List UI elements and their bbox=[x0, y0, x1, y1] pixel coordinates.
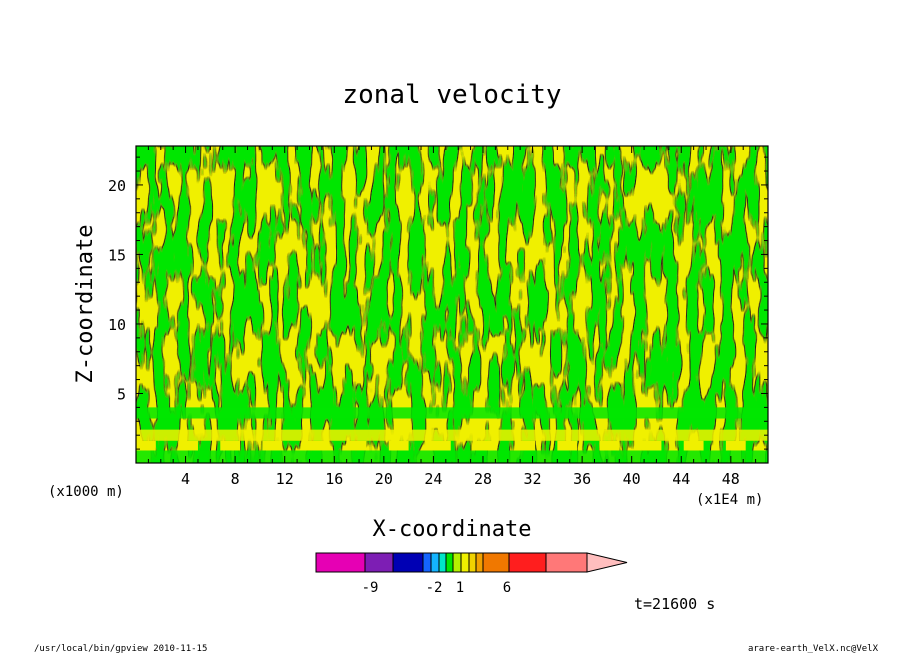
x-tick-label: 12 bbox=[276, 470, 294, 488]
surface-cell bbox=[768, 441, 788, 451]
surface-cell bbox=[641, 440, 662, 451]
surface-cell bbox=[346, 440, 367, 451]
surface-cell bbox=[304, 440, 325, 451]
colorbar-label: -2 bbox=[426, 580, 443, 596]
colorbar-label: -9 bbox=[362, 580, 379, 596]
x-tick-label: 40 bbox=[623, 470, 641, 488]
x-tick-label: 48 bbox=[722, 470, 740, 488]
colorbar-segment bbox=[508, 552, 547, 573]
surface-cell bbox=[599, 440, 620, 451]
surface-cell bbox=[725, 440, 746, 451]
surface-cell bbox=[220, 440, 241, 451]
surface-cell bbox=[262, 440, 283, 451]
chart-title: zonal velocity bbox=[342, 80, 561, 110]
surface-cell bbox=[430, 440, 451, 451]
x-tick-label: 32 bbox=[524, 470, 542, 488]
x-tick-label: 44 bbox=[672, 470, 690, 488]
surface-cell bbox=[136, 440, 156, 451]
x-unit-left: (x1000 m) bbox=[48, 484, 124, 500]
surface-cell bbox=[473, 440, 493, 451]
colorbar-segment bbox=[545, 552, 588, 573]
surface-band bbox=[136, 450, 768, 463]
y-tick-label: 10 bbox=[108, 316, 126, 334]
colorbar-segment bbox=[315, 552, 366, 573]
colorbar-segment bbox=[445, 552, 454, 573]
colorbar-segment bbox=[422, 552, 432, 573]
colorbar-label: 6 bbox=[503, 580, 511, 596]
near-surface-bands bbox=[136, 407, 788, 463]
plot-frame bbox=[135, 145, 769, 464]
colorbar-label: 1 bbox=[456, 580, 464, 596]
x-axis-label: X-coordinate bbox=[373, 517, 532, 542]
footer-left: /usr/local/bin/gpview 2010-11-15 bbox=[34, 644, 207, 654]
surface-cell bbox=[515, 440, 536, 451]
colorbar-segment bbox=[452, 552, 462, 573]
x-tick-label: 16 bbox=[325, 470, 343, 488]
colorbar-segment bbox=[430, 552, 440, 573]
colorbar-segment bbox=[438, 552, 447, 573]
colorbar-arrow bbox=[586, 552, 628, 573]
surface-band bbox=[136, 407, 768, 419]
x-tick-label: 28 bbox=[474, 470, 492, 488]
x-tick-label: 24 bbox=[424, 470, 442, 488]
x-axis-ticks: 4 8 12 16 20 24 28 32 36 40 44 48 bbox=[147, 146, 757, 488]
footer-right: arare-earth_VelX.nc@VelX bbox=[748, 644, 879, 654]
colorbar-segment bbox=[475, 552, 484, 573]
x-unit-right: (x1E4 m) bbox=[696, 492, 763, 508]
x-tick-label: 20 bbox=[375, 470, 393, 488]
time-label: t=21600 s bbox=[634, 595, 715, 613]
colorbar-segment bbox=[468, 552, 477, 573]
surface-cell bbox=[557, 440, 578, 451]
colorbar bbox=[315, 552, 628, 573]
colorbar-segment bbox=[460, 552, 470, 573]
y-axis-label: Z-coordinate bbox=[73, 225, 98, 384]
x-tick-label: 36 bbox=[573, 470, 591, 488]
y-axis-ticks: 5 10 15 20 bbox=[108, 156, 768, 450]
x-tick-label: 4 bbox=[181, 470, 190, 488]
surface-band bbox=[136, 429, 768, 441]
colorbar-labels: -9 -2 1 6 bbox=[362, 580, 512, 596]
x-tick-label: 8 bbox=[231, 470, 240, 488]
surface-cell bbox=[683, 440, 704, 451]
colorbar-segment bbox=[482, 552, 510, 573]
surface-cell bbox=[178, 440, 198, 451]
y-tick-label: 15 bbox=[108, 246, 126, 264]
colorbar-segment bbox=[364, 552, 394, 573]
y-tick-label: 5 bbox=[117, 385, 126, 403]
colorbar-segment bbox=[392, 552, 424, 573]
y-tick-label: 20 bbox=[108, 177, 126, 195]
surface-cell bbox=[388, 440, 409, 451]
plot-area bbox=[136, 146, 788, 463]
